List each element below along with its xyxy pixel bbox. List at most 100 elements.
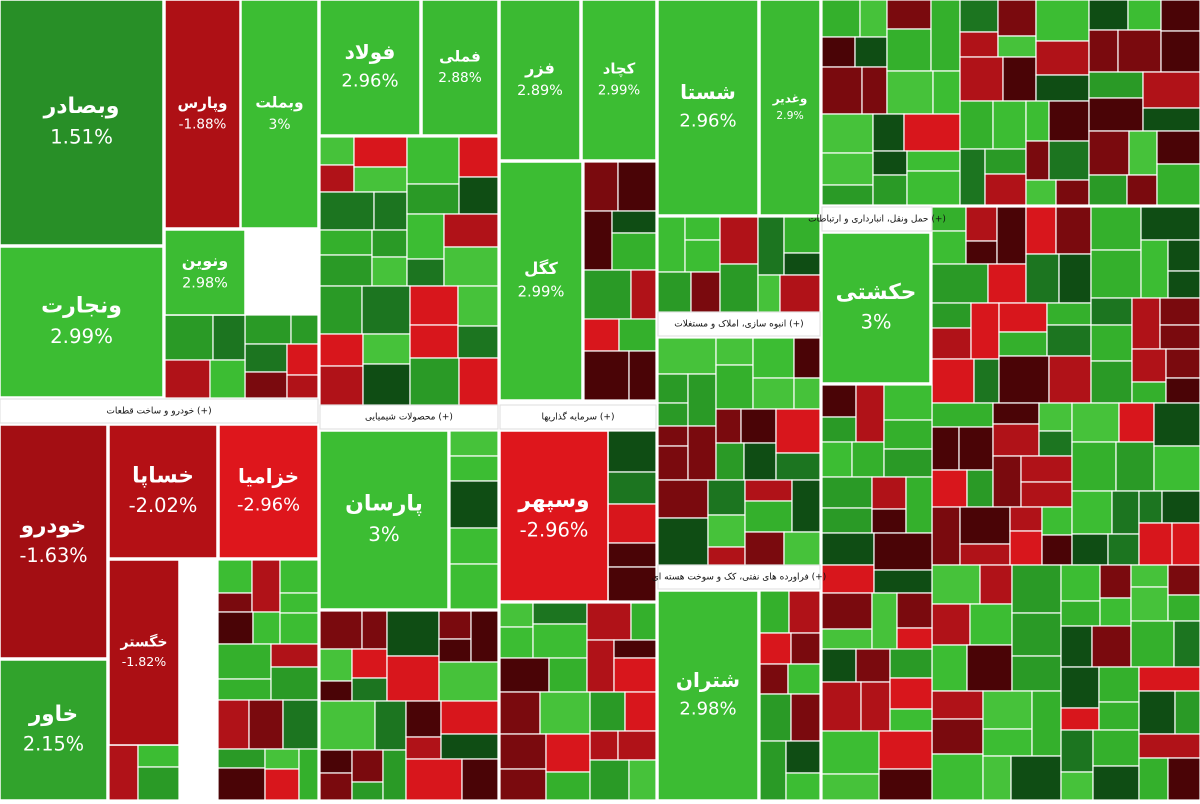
filler-tile xyxy=(1131,348,1167,383)
filler-tile xyxy=(1160,30,1200,73)
filler-tile xyxy=(607,542,657,568)
filler-tile xyxy=(1098,701,1140,731)
filler-tile xyxy=(589,730,619,761)
filler-tile xyxy=(1058,253,1092,304)
filler-tile xyxy=(791,479,821,533)
filler-tile xyxy=(1167,594,1200,622)
filler-tile xyxy=(1131,297,1161,350)
filler-tile xyxy=(164,359,211,399)
filler-tile xyxy=(374,700,407,751)
filler-tile xyxy=(583,269,632,320)
filler-tile xyxy=(438,638,472,663)
filler-tile xyxy=(624,691,657,732)
tile-name: فزر xyxy=(524,58,555,77)
filler-tile xyxy=(1092,765,1140,801)
filler-tile xyxy=(959,0,999,33)
filler-tile xyxy=(607,503,657,544)
filler-tile xyxy=(715,337,754,366)
filler-tile xyxy=(684,216,721,241)
filler-tile xyxy=(1140,206,1200,241)
filler-tile xyxy=(1118,402,1155,443)
filler-tile xyxy=(1174,690,1200,735)
filler-tile xyxy=(821,648,857,683)
filler-tile xyxy=(1098,666,1140,703)
tile-name: پارسان xyxy=(345,492,423,517)
filler-tile xyxy=(657,517,709,566)
filler-tile xyxy=(1025,206,1057,255)
filler-tile xyxy=(878,730,933,770)
tile-name: وسپهر xyxy=(517,488,589,513)
filler-tile xyxy=(406,258,445,287)
filler-tile xyxy=(386,655,440,702)
tile-name: خزامیا xyxy=(238,465,299,488)
filler-tile xyxy=(1009,530,1043,566)
tile-value: 2.96% xyxy=(341,71,398,92)
filler-tile xyxy=(443,213,499,248)
filler-tile xyxy=(1071,533,1109,566)
filler-tile xyxy=(617,161,657,212)
filler-tile xyxy=(373,191,408,231)
filler-tile xyxy=(545,733,591,773)
filler-tile xyxy=(873,532,933,571)
filler-tile xyxy=(586,602,632,641)
filler-tile xyxy=(458,176,499,215)
filler-tile xyxy=(1090,206,1142,251)
filler-tile xyxy=(855,648,891,683)
tile-name: کگل xyxy=(524,259,558,278)
group-header xyxy=(657,311,821,337)
filler-tile xyxy=(1159,297,1200,326)
filler-tile xyxy=(361,285,411,335)
filler-tile xyxy=(860,681,891,732)
filler-tile xyxy=(1025,179,1057,206)
filler-tile xyxy=(783,531,821,566)
filler-tile xyxy=(382,749,407,801)
filler-tile xyxy=(775,408,821,454)
filler-tile xyxy=(931,402,994,428)
filler-tile xyxy=(788,590,821,634)
tile-name: خاور xyxy=(28,702,78,727)
tile-value: 3% xyxy=(861,311,892,334)
filler-tile xyxy=(1099,564,1132,599)
filler-tile xyxy=(286,343,319,376)
tile xyxy=(499,430,609,602)
filler-tile xyxy=(1020,455,1073,483)
filler-tile xyxy=(108,744,139,801)
filler-tile xyxy=(1060,625,1093,668)
filler-tile xyxy=(998,331,1048,357)
filler-tile xyxy=(319,285,363,335)
filler-tile xyxy=(1140,239,1169,299)
filler-tile xyxy=(1111,490,1140,535)
filler-tile xyxy=(871,508,907,534)
filler-tile xyxy=(217,559,253,594)
filler-tile xyxy=(589,759,630,801)
filler-tile xyxy=(1173,620,1200,668)
filler-tile xyxy=(270,643,319,668)
filler-tile xyxy=(351,781,384,801)
filler-tile xyxy=(164,314,214,361)
tile-value: 2.98% xyxy=(182,276,228,292)
filler-tile xyxy=(583,161,619,212)
filler-tile xyxy=(740,408,777,444)
tile-name: وبصادر xyxy=(43,94,120,119)
filler-tile xyxy=(1025,100,1050,142)
filler-tile xyxy=(438,610,472,640)
filler-tile xyxy=(1009,506,1043,532)
filler-tile xyxy=(244,343,288,373)
tile xyxy=(108,559,180,746)
filler-tile xyxy=(217,611,254,645)
filler-tile xyxy=(984,173,1027,206)
filler-tile xyxy=(821,681,862,732)
filler-tile xyxy=(362,363,411,406)
filler-tile xyxy=(319,229,373,256)
filler-tile xyxy=(851,441,885,478)
filler-tile xyxy=(351,749,384,783)
filler-tile xyxy=(872,113,905,152)
filler-tile xyxy=(583,318,620,352)
filler-tile xyxy=(1153,402,1200,447)
filler-tile xyxy=(707,514,746,548)
filler-tile xyxy=(821,184,874,206)
filler-tile xyxy=(931,327,972,360)
filler-tile xyxy=(872,174,908,206)
filler-tile xyxy=(982,690,1033,730)
